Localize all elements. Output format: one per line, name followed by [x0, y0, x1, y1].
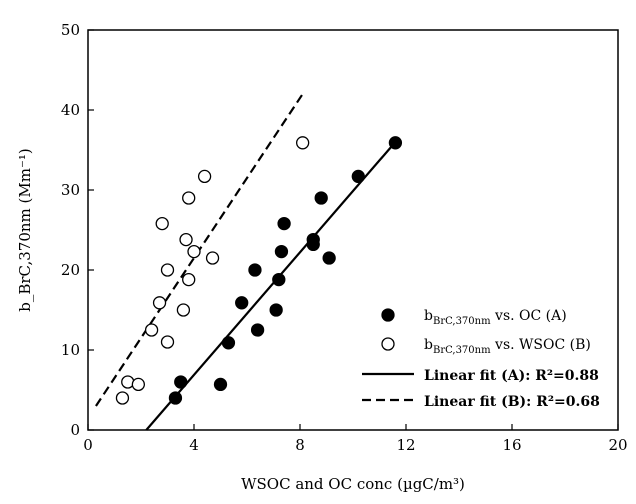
data-point-oc: [250, 323, 265, 337]
data-point-wsoc: [155, 216, 169, 231]
data-point-oc: [221, 336, 236, 350]
data-point-wsoc: [144, 323, 159, 337]
data-point-oc: [274, 244, 289, 259]
data-point-oc: [174, 375, 188, 389]
data-point-oc: [277, 216, 291, 231]
data-point-oc: [322, 251, 336, 265]
legend-label-fit-a: Linear fit (A): R²=0.88: [424, 368, 599, 384]
x-axis-ticks: 0 4 8 12 16 20: [83, 424, 628, 454]
y-tick-label: 40: [61, 101, 80, 119]
data-point-wsoc: [187, 244, 201, 259]
data-point-wsoc: [115, 391, 130, 405]
data-point-oc: [248, 263, 262, 277]
x-tick-label: 20: [608, 436, 627, 454]
data-point-oc: [269, 303, 283, 317]
fit-line-a: [145, 141, 397, 431]
data-point-wsoc: [182, 191, 196, 205]
x-tick-label: 12: [396, 436, 415, 454]
data-point-oc: [351, 169, 365, 184]
data-point-oc: [272, 272, 286, 287]
y-axis-ticks: 0 10 20 30 40 50: [61, 21, 94, 439]
data-point-oc: [213, 377, 228, 392]
data-point-wsoc: [295, 136, 310, 150]
data-point-wsoc: [131, 377, 146, 392]
y-tick-label: 0: [70, 421, 80, 439]
plot-frame: [87, 29, 619, 431]
data-points: [115, 136, 403, 405]
x-axis-title: WSOC and OC conc (µgC/m³): [241, 475, 465, 493]
data-point-oc: [388, 136, 403, 150]
data-point-oc: [235, 296, 249, 310]
legend: bBrC,370nm vs. OC (A) bBrC,370nm vs. WSOC…: [362, 308, 600, 410]
legend-marker-wsoc: [381, 337, 395, 351]
y-tick-label: 30: [61, 181, 80, 199]
legend-marker-oc: [381, 308, 395, 322]
legend-label: bBrC,370nm vs. OC (A): [424, 308, 567, 327]
data-point-wsoc: [160, 263, 175, 277]
data-point-wsoc: [152, 296, 167, 310]
y-tick-label: 50: [61, 21, 80, 39]
data-point-oc: [306, 232, 320, 247]
data-point-oc: [168, 391, 183, 405]
data-point-wsoc: [160, 335, 175, 349]
x-tick-label: 8: [295, 436, 305, 454]
y-axis-title-text: b_BrC,370nm (Mm⁻¹): [16, 148, 34, 312]
x-tick-label: 16: [502, 436, 521, 454]
x-tick-label: 4: [189, 436, 199, 454]
legend-label-fit-b: Linear fit (B): R²=0.68: [424, 394, 600, 410]
data-point-wsoc: [176, 303, 191, 317]
y-axis-title: b_BrC,370nm (Mm⁻¹): [16, 148, 34, 312]
data-point-wsoc: [182, 272, 196, 287]
y-tick-label: 20: [61, 261, 80, 279]
data-point-wsoc: [179, 232, 193, 247]
x-tick-label: 0: [83, 436, 93, 454]
data-point-wsoc: [205, 251, 220, 265]
y-tick-label: 10: [61, 341, 80, 359]
legend-label: bBrC,370nm vs. WSOC (B): [424, 337, 591, 356]
x-axis-title-text: WSOC and OC conc (µgC/m³): [241, 475, 465, 493]
data-point-oc: [314, 191, 328, 205]
data-point-wsoc: [197, 169, 212, 184]
